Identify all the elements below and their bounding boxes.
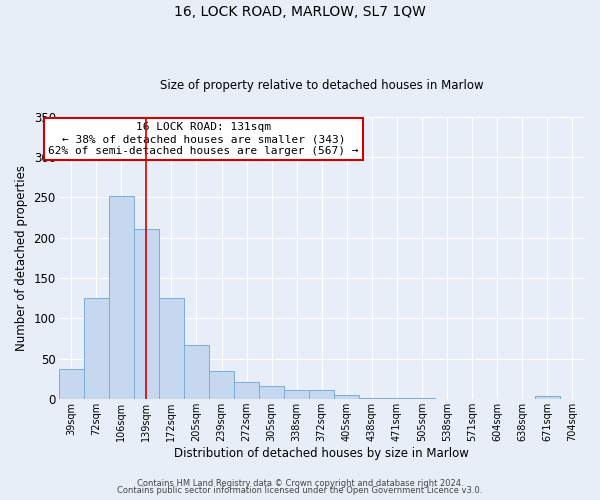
Bar	[134, 229, 159, 399]
Text: 16, LOCK ROAD, MARLOW, SL7 1QW: 16, LOCK ROAD, MARLOW, SL7 1QW	[174, 5, 426, 19]
Bar	[184, 345, 209, 399]
Bar	[309, 390, 334, 399]
Y-axis label: Number of detached properties: Number of detached properties	[15, 165, 28, 351]
Bar	[410, 398, 434, 399]
Text: 16 LOCK ROAD: 131sqm
← 38% of detached houses are smaller (343)
62% of semi-deta: 16 LOCK ROAD: 131sqm ← 38% of detached h…	[48, 122, 359, 156]
Bar	[284, 390, 309, 399]
Bar	[234, 382, 259, 399]
Text: Contains HM Land Registry data © Crown copyright and database right 2024.: Contains HM Land Registry data © Crown c…	[137, 478, 463, 488]
Bar	[159, 298, 184, 399]
Bar	[359, 398, 385, 399]
Text: Contains public sector information licensed under the Open Government Licence v3: Contains public sector information licen…	[118, 486, 482, 495]
Bar	[334, 395, 359, 399]
Title: Size of property relative to detached houses in Marlow: Size of property relative to detached ho…	[160, 79, 484, 92]
Bar	[535, 396, 560, 399]
Bar	[59, 368, 83, 399]
X-axis label: Distribution of detached houses by size in Marlow: Distribution of detached houses by size …	[175, 447, 469, 460]
Bar	[259, 386, 284, 399]
Bar	[385, 398, 410, 399]
Bar	[109, 196, 134, 399]
Bar	[209, 371, 234, 399]
Bar	[83, 298, 109, 399]
